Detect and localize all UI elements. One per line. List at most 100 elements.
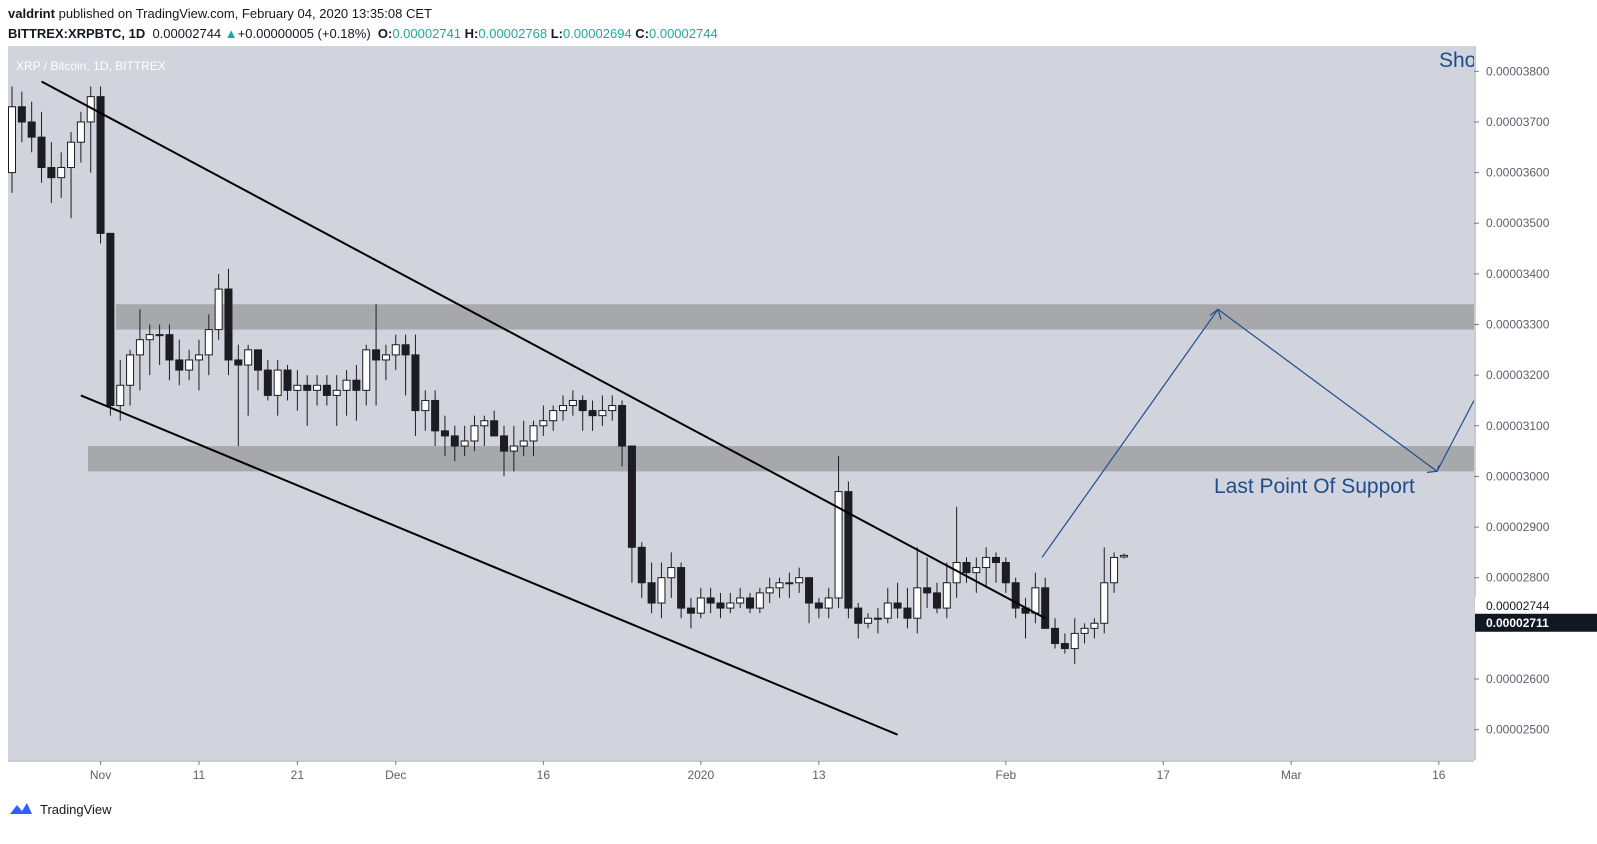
bullish-candle (1031, 587, 1040, 614)
bullish-candle (57, 167, 66, 179)
bullish-candle (1070, 632, 1079, 650)
price-tick-label: 0.00003800 (1486, 64, 1550, 78)
time-tick-label: 13 (812, 768, 826, 782)
bullish-candle (785, 582, 794, 585)
time-tick-label: 11 (193, 768, 206, 782)
bearish-candle (224, 288, 233, 361)
symbol-name: BITTREX:XRPBTC, 1D (8, 26, 146, 41)
plot-area[interactable] (8, 46, 1474, 760)
author-name[interactable]: valdrint (8, 6, 55, 21)
support-resistance-zone (116, 304, 1474, 330)
bearish-candle (893, 602, 902, 609)
bearish-candle (588, 410, 597, 417)
time-tick-label: Dec (385, 768, 406, 782)
bearish-candle (234, 359, 243, 366)
bullish-candle (657, 577, 666, 604)
bearish-candle (165, 334, 174, 361)
bearish-candle (106, 232, 115, 407)
bullish-candle (470, 425, 479, 442)
bullish-candle (116, 384, 125, 407)
bullish-candle (126, 354, 135, 386)
bearish-candle (903, 607, 912, 619)
bearish-candle (627, 445, 636, 548)
tradingview-logo-icon[interactable] (8, 800, 34, 818)
bullish-candle (598, 410, 607, 417)
bearish-candle (37, 136, 46, 169)
bullish-candle (342, 379, 351, 391)
price-label-box (1475, 613, 1597, 632)
bearish-candle (263, 369, 272, 396)
bullish-candle (273, 369, 282, 396)
bearish-candle (490, 420, 499, 437)
bearish-candle (844, 491, 853, 609)
bullish-candle (391, 344, 400, 356)
bullish-candle (8, 106, 16, 174)
bullish-candle (834, 491, 843, 599)
bearish-candle (352, 379, 361, 391)
bullish-candle (204, 329, 213, 356)
bearish-candle (322, 384, 331, 396)
low-value: 0.00002694 (562, 26, 632, 41)
footer: TradingView (8, 800, 112, 818)
open-value: 0.00002741 (392, 26, 462, 41)
bullish-candle (873, 617, 882, 620)
projection-path[interactable] (1041, 308, 1475, 558)
bullish-candle (775, 582, 784, 589)
bullish-candle (135, 339, 144, 356)
brand-name[interactable]: TradingView (40, 801, 112, 817)
time-tick-label: 16 (1432, 768, 1446, 782)
bearish-candle (578, 399, 587, 412)
bearish-candle (962, 562, 971, 574)
bullish-candle (1100, 582, 1109, 624)
price-tick-label: 0.00003200 (1486, 368, 1550, 382)
price-tick-label: 0.00003400 (1486, 267, 1550, 281)
price-tick-label: 0.00002600 (1486, 672, 1550, 686)
bearish-candle (716, 602, 725, 609)
bearish-candle (27, 121, 36, 138)
published-text: published on TradingView.com, February 0… (58, 6, 432, 21)
price-tick-label: 0.00003600 (1486, 166, 1550, 180)
bullish-candle (608, 405, 617, 412)
bullish-candle (765, 587, 774, 594)
time-tick-label: 21 (291, 768, 305, 782)
price-tick-label: 0.00003500 (1486, 216, 1550, 230)
bullish-candle (214, 288, 223, 331)
time-tick-label: Mar (1281, 768, 1302, 782)
bearish-candle (686, 607, 695, 614)
projection-arrowhead (1209, 308, 1222, 320)
price-axis[interactable] (1474, 40, 1597, 766)
bullish-candle (76, 121, 85, 143)
bullish-candle (539, 420, 548, 427)
bullish-candle (726, 602, 735, 609)
price-tick-label: 0.00003000 (1486, 469, 1550, 483)
bearish-candle (1060, 643, 1069, 650)
bearish-candle (372, 349, 381, 361)
current-price-label: 0.00002711 (1486, 616, 1549, 630)
bullish-candle (194, 354, 203, 361)
bullish-candle (509, 445, 518, 452)
price-tick-label: 0.00003100 (1486, 419, 1550, 433)
bullish-candle (1090, 622, 1099, 629)
bearish-candle (1051, 627, 1060, 645)
bearish-candle (637, 546, 646, 584)
bearish-candle (450, 435, 459, 447)
bearish-candle (47, 167, 56, 179)
bullish-candle (1119, 554, 1128, 558)
bearish-candle (254, 349, 262, 371)
bearish-candle (706, 597, 715, 604)
bullish-candle (332, 389, 341, 396)
bullish-candle (667, 567, 676, 579)
bearish-candle (1001, 562, 1010, 584)
bearish-candle (303, 384, 312, 391)
channel-line-lower[interactable] (80, 394, 898, 736)
bullish-candle (519, 440, 528, 447)
bearish-candle (814, 602, 823, 609)
symbol-info: BITTREX:XRPBTC, 1D 0.00002744 ▲+0.000000… (8, 26, 718, 41)
bullish-candle (755, 592, 764, 609)
channel-line-upper[interactable] (41, 80, 1046, 620)
bullish-candle (293, 384, 302, 391)
bullish-candle (1080, 627, 1089, 634)
bullish-candle (421, 399, 430, 412)
bullish-candle (460, 440, 469, 447)
